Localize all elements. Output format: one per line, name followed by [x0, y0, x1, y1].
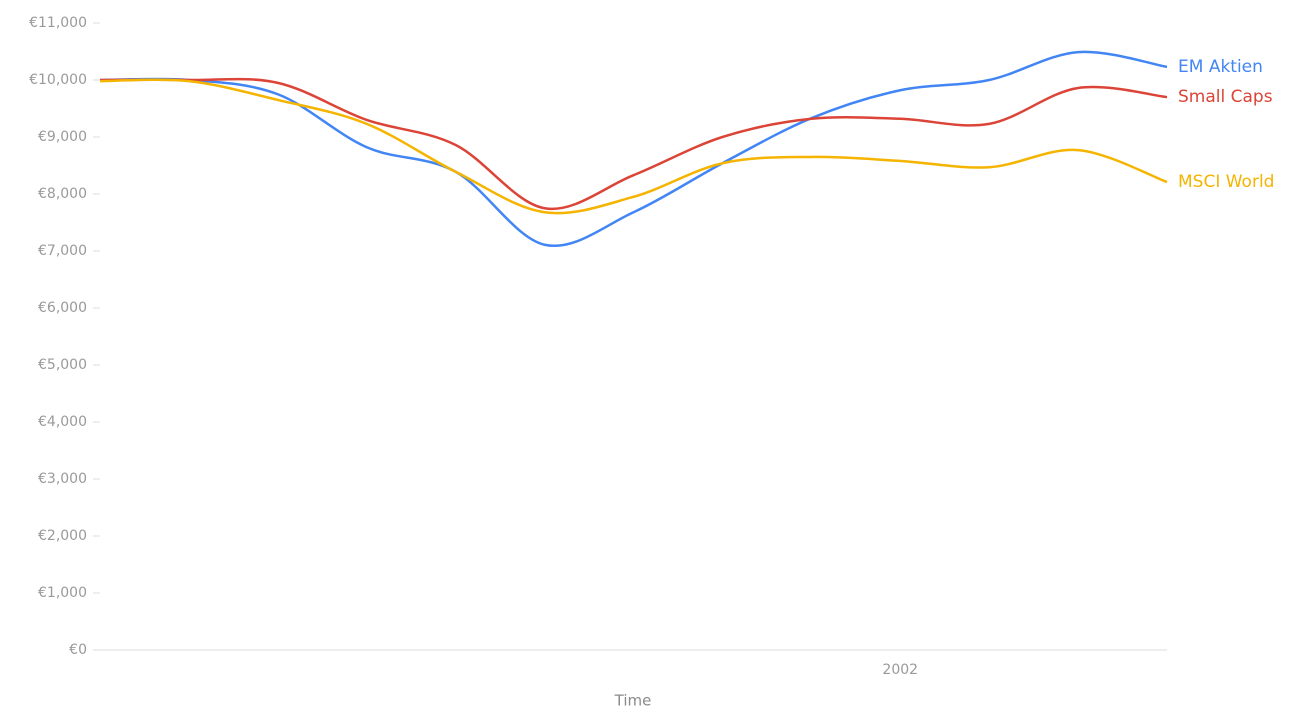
y-tick-label: €0: [69, 642, 87, 658]
series-label: EM Aktien: [1178, 57, 1263, 77]
y-tick-label: €11,000: [29, 15, 87, 31]
series-line: [99, 78, 1168, 215]
y-tick-label: €4,000: [38, 414, 87, 430]
series-line: [99, 77, 1168, 211]
y-tick-label: €1,000: [38, 585, 87, 601]
y-tick-label: €2,000: [38, 528, 87, 544]
y-tick-label: €3,000: [38, 471, 87, 487]
series-label: Small Caps: [1178, 87, 1273, 107]
x-tick-label: 2002: [882, 662, 918, 678]
y-tick-label: €10,000: [29, 72, 87, 88]
series-line: [99, 50, 1168, 248]
y-tick-label: €8,000: [38, 186, 87, 202]
x-axis-title: Time: [614, 692, 652, 710]
y-tick-label: €7,000: [38, 243, 87, 259]
y-tick-label: €9,000: [38, 129, 87, 145]
y-tick-label: €6,000: [38, 300, 87, 316]
series-label: MSCI World: [1178, 172, 1274, 192]
y-tick-label: €5,000: [38, 357, 87, 373]
